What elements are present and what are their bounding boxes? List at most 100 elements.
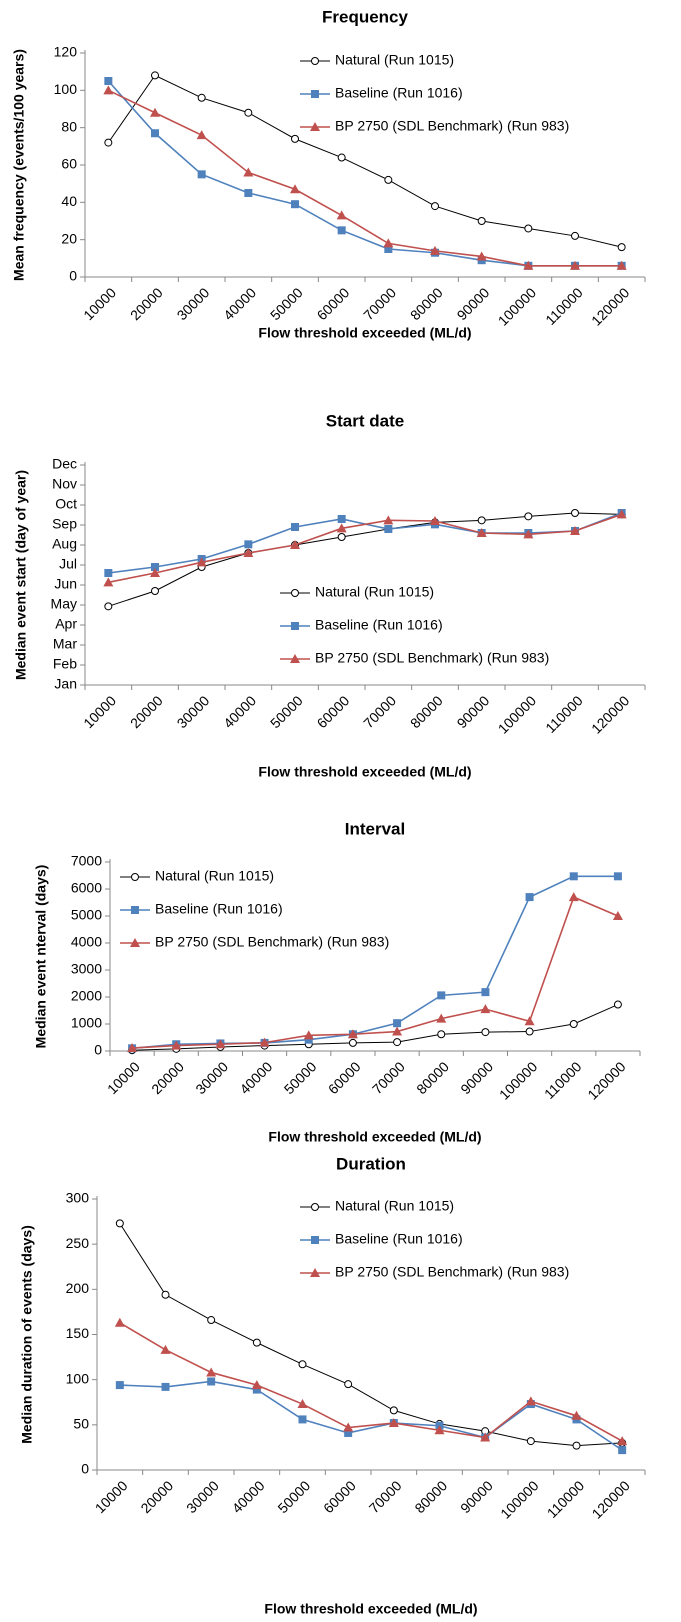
x-tick-label: 100000	[495, 284, 539, 328]
x-tick-label: 100000	[496, 1058, 540, 1102]
marker	[103, 577, 114, 587]
marker	[151, 563, 159, 571]
x-tick-label: 90000	[457, 1477, 496, 1516]
legend-label: BP 2750 (SDL Benchmark) (Run 983)	[315, 650, 549, 666]
marker	[617, 243, 626, 252]
marker	[197, 93, 206, 102]
x-tick-label: 10000	[104, 1058, 143, 1097]
chart-title: Duration	[336, 1154, 406, 1173]
marker	[430, 516, 440, 525]
y-tick-label: 60	[61, 156, 77, 172]
marker	[383, 238, 394, 248]
marker	[151, 71, 159, 80]
series-line	[119, 1322, 623, 1442]
marker	[310, 122, 320, 131]
marker	[336, 210, 347, 220]
marker	[480, 1432, 491, 1442]
marker	[104, 77, 113, 85]
marker	[384, 175, 393, 184]
legend-label: Natural (Run 1015)	[335, 52, 454, 68]
marker	[243, 167, 254, 177]
marker	[161, 1382, 170, 1391]
marker	[196, 557, 207, 567]
x-tick-label: 20000	[127, 284, 166, 323]
x-tick-label: 60000	[325, 1058, 364, 1097]
y-tick-label: 50	[73, 1416, 89, 1432]
marker	[127, 1043, 138, 1053]
y-tick-label: 0	[94, 1042, 102, 1058]
x-tick-label: 10000	[80, 692, 119, 731]
x-tick-label: 120000	[588, 692, 632, 736]
y-tick-label: Mar	[53, 636, 77, 652]
x-tick-label: 90000	[454, 692, 493, 731]
x-tick-label: 80000	[407, 284, 446, 323]
y-tick-label: 80	[61, 118, 77, 134]
marker	[383, 515, 394, 525]
series-line	[107, 74, 622, 248]
marker	[389, 1406, 398, 1415]
y-tick-label: 40	[61, 193, 77, 209]
x-tick-label: 110000	[542, 692, 586, 736]
marker	[197, 170, 206, 179]
marker	[434, 1425, 445, 1435]
x-tick-label: 10000	[92, 1477, 131, 1516]
marker	[393, 1038, 402, 1047]
marker	[572, 1441, 581, 1450]
marker	[476, 528, 487, 537]
x-tick-label: 40000	[236, 1058, 275, 1097]
marker	[252, 1385, 261, 1394]
y-tick-label: 300	[66, 1190, 90, 1206]
y-tick-label: Jan	[54, 676, 77, 692]
marker	[290, 654, 300, 663]
x-tick-label: 40000	[220, 692, 259, 731]
x-tick-label: 60000	[314, 284, 353, 323]
marker	[252, 1338, 261, 1347]
marker	[523, 260, 534, 270]
marker	[616, 509, 627, 519]
marker	[343, 1422, 354, 1432]
x-tick-label: 70000	[366, 1477, 405, 1516]
marker	[311, 90, 319, 98]
marker	[150, 568, 160, 577]
marker	[244, 108, 253, 117]
marker	[297, 1399, 308, 1409]
x-tick-label: 70000	[360, 692, 399, 731]
marker	[617, 1436, 628, 1446]
y-tick-label: 250	[66, 1235, 90, 1251]
marker	[104, 138, 113, 147]
series	[104, 71, 626, 252]
marker	[337, 533, 346, 541]
y-tick-label: 200	[66, 1280, 90, 1296]
marker	[311, 1203, 319, 1211]
marker	[131, 906, 139, 914]
x-tick-label: 90000	[454, 284, 493, 323]
legend-label: BP 2750 (SDL Benchmark) (Run 983)	[335, 1264, 569, 1280]
marker	[571, 1410, 582, 1420]
series-line	[132, 1004, 619, 1051]
x-axis-title: Flow threshold exceeded (ML/d)	[268, 1129, 481, 1145]
marker	[130, 938, 140, 947]
y-tick-label: Oct	[55, 496, 77, 512]
marker	[303, 1030, 314, 1040]
marker	[259, 1037, 270, 1047]
marker	[526, 1437, 535, 1446]
marker	[384, 245, 393, 253]
marker	[612, 911, 623, 920]
y-tick-label: Apr	[55, 616, 77, 632]
legend-label: Natural (Run 1015)	[155, 868, 274, 884]
marker	[311, 57, 319, 65]
y-tick-label: 100	[54, 81, 78, 97]
marker	[618, 1446, 627, 1455]
y-tick-label: Jul	[59, 556, 77, 572]
series-line	[119, 1380, 623, 1451]
x-tick-label: 120000	[584, 1058, 628, 1102]
y-tick-label: Nov	[52, 476, 77, 492]
x-tick-label: 100000	[495, 692, 539, 736]
marker	[481, 988, 490, 997]
series	[103, 85, 627, 270]
series	[127, 892, 623, 1053]
y-tick-label: 2000	[71, 988, 102, 1004]
x-tick-label: 70000	[369, 1058, 408, 1097]
y-tick-label: Sep	[52, 516, 77, 532]
legend-label: Baseline (Run 1016)	[155, 901, 283, 917]
